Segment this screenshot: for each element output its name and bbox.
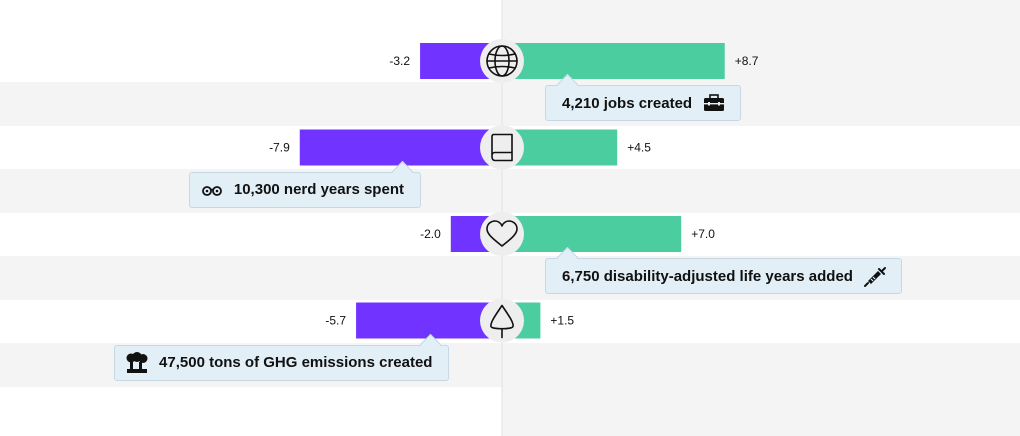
row-group: -5.7 +1.5 [325,298,574,343]
book-icon [491,133,513,162]
callout-3: 47,500 tons of GHG emissions created [114,333,450,381]
glasses-icon [201,185,222,196]
globe-icon [486,45,518,77]
factory-smoke-icon [126,351,148,373]
briefcase-icon [704,94,725,111]
negative-value-label: -5.7 [325,314,346,328]
callout-text: 10,300 nerd years spent [233,181,404,198]
callout-icon [200,179,224,201]
callout-icon [863,265,887,287]
callout-0: 4,210 jobs created [545,73,742,121]
row-group: -7.9 +4.5 [269,125,651,170]
icon-badge [480,212,524,256]
syringe-icon [863,267,886,287]
band-gap [502,300,1020,343]
callout-2: 6,750 disability-adjusted life years add… [545,246,902,294]
callout-text: 6,750 disability-adjusted life years add… [562,267,853,285]
negative-value-label: -3.2 [389,54,410,68]
tree-icon [490,304,514,339]
row-group: -2.0 +7.0 [420,212,715,256]
positive-value-label: +4.5 [627,141,651,155]
negative-value-label: -2.0 [420,227,441,241]
row-group: -3.2 +8.7 [389,39,759,83]
negative-value-label: -7.9 [269,141,290,155]
negative-bar [299,129,502,166]
callout-icon [125,351,149,374]
callout-icon [702,92,726,114]
positive-bar [502,43,725,79]
callout-1: 10,300 nerd years spent [188,160,421,208]
icon-badge [480,298,524,343]
negative-bar [356,302,502,339]
heart-icon [486,220,518,247]
positive-value-label: +1.5 [550,314,574,328]
positive-value-label: +7.0 [691,227,715,241]
icon-badge [480,125,524,170]
callout-text: 4,210 jobs created [562,94,693,112]
callout-text: 47,500 tons of GHG emissions created [159,354,433,371]
positive-value-label: +8.7 [735,54,759,68]
positive-bar [502,216,682,252]
